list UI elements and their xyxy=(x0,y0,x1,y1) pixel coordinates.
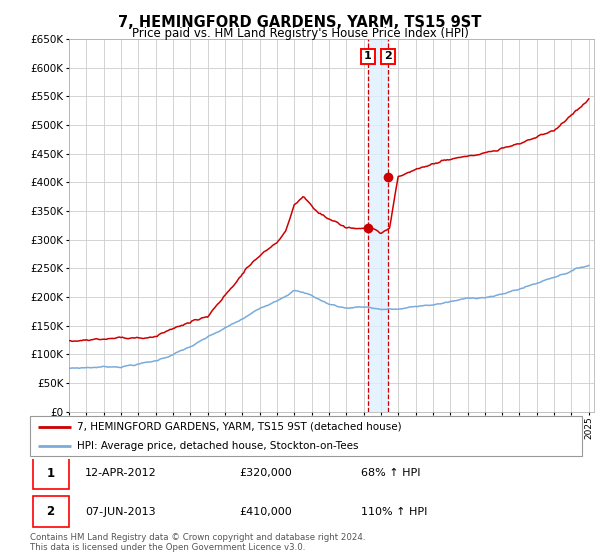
Text: 1: 1 xyxy=(364,52,372,62)
Text: 07-JUN-2013: 07-JUN-2013 xyxy=(85,507,156,517)
Text: £320,000: £320,000 xyxy=(240,468,293,478)
Text: HPI: Average price, detached house, Stockton-on-Tees: HPI: Average price, detached house, Stoc… xyxy=(77,441,358,450)
Bar xyxy=(368,39,388,412)
Text: 1: 1 xyxy=(46,466,55,480)
FancyBboxPatch shape xyxy=(33,458,68,488)
Text: Price paid vs. HM Land Registry's House Price Index (HPI): Price paid vs. HM Land Registry's House … xyxy=(131,27,469,40)
Text: This data is licensed under the Open Government Licence v3.0.: This data is licensed under the Open Gov… xyxy=(30,543,305,552)
Text: 2: 2 xyxy=(46,505,55,518)
FancyBboxPatch shape xyxy=(30,416,582,456)
Text: 110% ↑ HPI: 110% ↑ HPI xyxy=(361,507,428,517)
Text: 12-APR-2012: 12-APR-2012 xyxy=(85,468,157,478)
Text: 2: 2 xyxy=(384,52,392,62)
Text: 7, HEMINGFORD GARDENS, YARM, TS15 9ST: 7, HEMINGFORD GARDENS, YARM, TS15 9ST xyxy=(118,15,482,30)
FancyBboxPatch shape xyxy=(33,496,68,527)
Text: £410,000: £410,000 xyxy=(240,507,293,517)
Text: 7, HEMINGFORD GARDENS, YARM, TS15 9ST (detached house): 7, HEMINGFORD GARDENS, YARM, TS15 9ST (d… xyxy=(77,422,401,432)
Text: 68% ↑ HPI: 68% ↑ HPI xyxy=(361,468,421,478)
Text: Contains HM Land Registry data © Crown copyright and database right 2024.: Contains HM Land Registry data © Crown c… xyxy=(30,533,365,542)
